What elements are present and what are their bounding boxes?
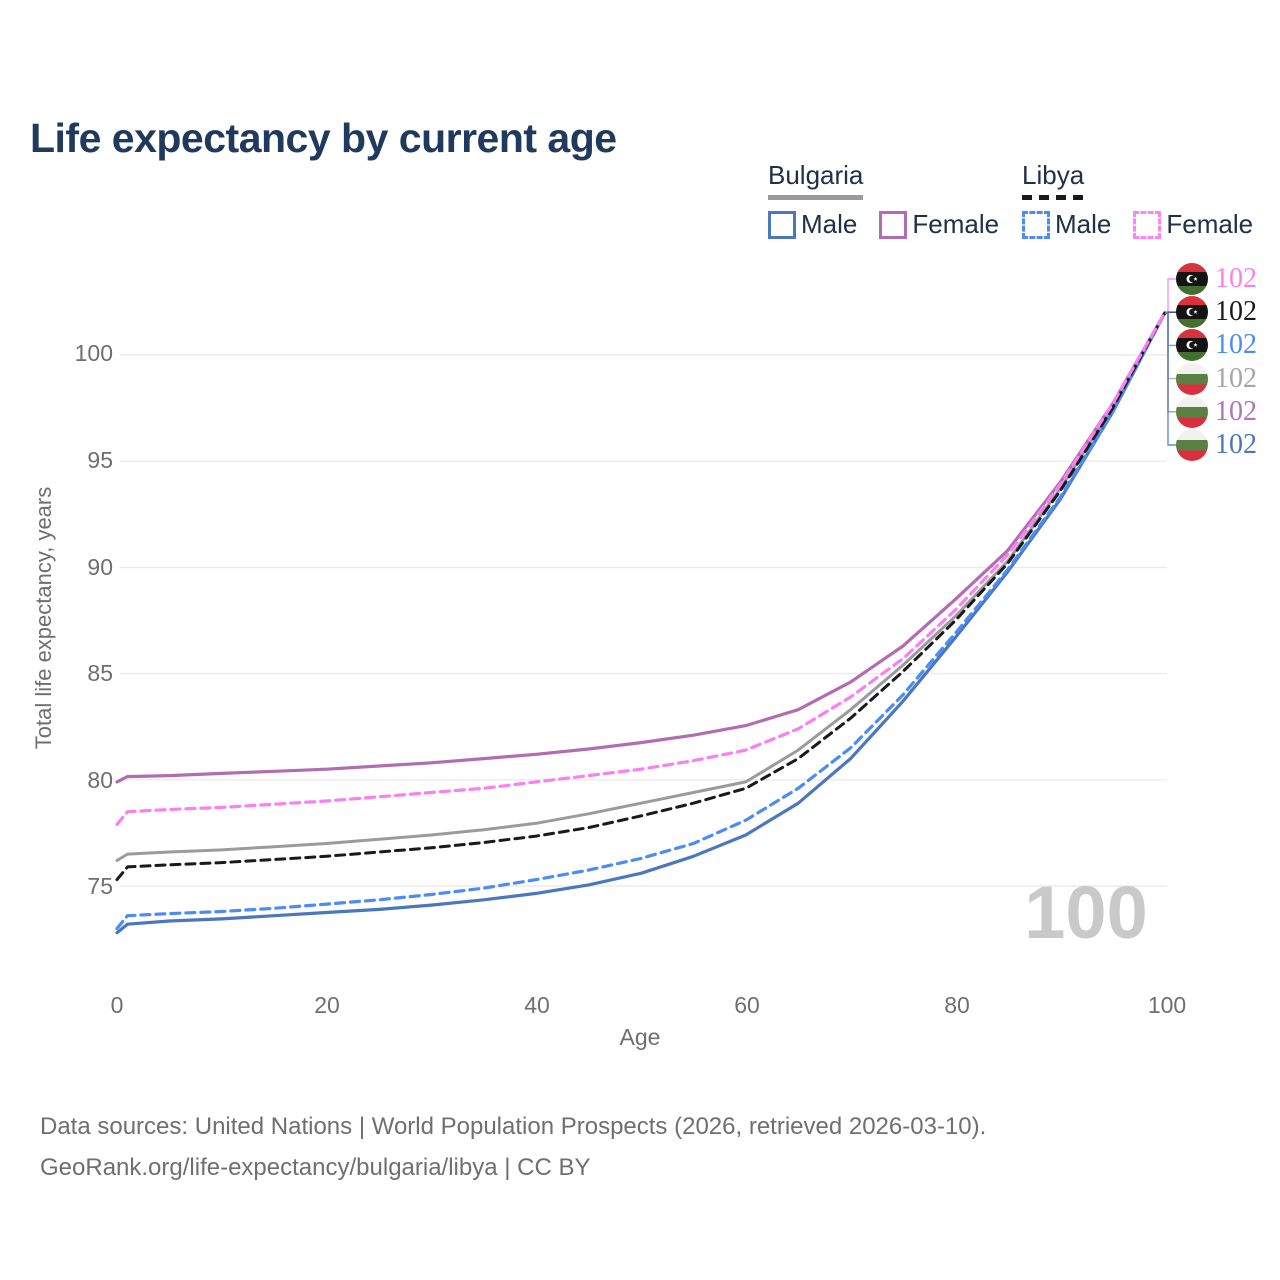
libya-flag-icon xyxy=(1176,329,1208,361)
y-tick: 75 xyxy=(87,873,113,899)
libya-line-key xyxy=(1022,195,1084,200)
y-tick: 100 xyxy=(74,340,113,366)
x-tick: 60 xyxy=(734,992,760,1018)
libya-flag-icon xyxy=(1176,263,1208,295)
legend-label: Female xyxy=(1166,209,1254,239)
end-label-row: 102 xyxy=(1176,263,1257,295)
x-tick: 40 xyxy=(524,992,550,1018)
legend-item-libya-male[interactable]: Male xyxy=(1022,209,1111,240)
legend-item-bulgaria-male[interactable]: Male xyxy=(768,209,857,240)
legend-label: Female xyxy=(912,209,1000,239)
data-source-footer: Data sources: United Nations | World Pop… xyxy=(40,1106,986,1188)
y-tick: 85 xyxy=(87,660,113,686)
end-value: 102 xyxy=(1215,263,1257,294)
libya-female-swatch-icon xyxy=(1133,210,1162,239)
legend-label: Male xyxy=(1055,209,1112,239)
end-label-row: 102 xyxy=(1176,363,1257,395)
legend-country-bulgaria[interactable]: Bulgaria xyxy=(768,160,864,190)
legend-country-libya[interactable]: Libya xyxy=(1022,160,1085,190)
libya-flag-icon xyxy=(1176,296,1208,328)
end-value: 102 xyxy=(1215,296,1257,327)
y-tick: 90 xyxy=(87,554,113,580)
legend-group-libya: Libya Male Female xyxy=(1022,160,1253,240)
end-value: 102 xyxy=(1215,329,1257,360)
end-value: 102 xyxy=(1215,429,1257,460)
bulgaria-flag-icon xyxy=(1176,429,1208,461)
bulgaria-flag-icon xyxy=(1176,396,1208,428)
x-tick: 20 xyxy=(314,992,340,1018)
bulgaria-female-swatch-icon xyxy=(879,210,908,239)
end-label-row: 102 xyxy=(1176,296,1257,328)
x-axis-title: Age xyxy=(619,1024,661,1050)
footer-line-2: GeoRank.org/life-expectancy/bulgaria/lib… xyxy=(40,1154,591,1181)
page-title: Life expectancy by current age xyxy=(30,115,617,162)
legend-group-bulgaria: Bulgaria Male Female xyxy=(768,160,999,240)
x-tick: 80 xyxy=(944,992,970,1018)
end-label-row: 102 xyxy=(1176,396,1257,428)
bulgaria-flag-icon xyxy=(1176,363,1208,395)
footer-line-1: Data sources: United Nations | World Pop… xyxy=(40,1113,987,1140)
libya-male-swatch-icon xyxy=(1022,210,1050,239)
legend-item-libya-female[interactable]: Female xyxy=(1133,209,1253,240)
end-label-row: 102 xyxy=(1176,329,1257,361)
x-tick: 100 xyxy=(1147,992,1187,1018)
bulgaria-male-swatch-icon xyxy=(768,210,796,239)
legend-item-bulgaria-female[interactable]: Female xyxy=(879,209,999,240)
bulgaria-line-key xyxy=(768,195,863,200)
y-tick: 95 xyxy=(87,447,113,473)
age-watermark: 100 xyxy=(1024,871,1148,954)
end-value: 102 xyxy=(1215,363,1257,394)
end-value: 102 xyxy=(1215,396,1257,427)
y-axis-title: Total life expectancy, years xyxy=(31,486,56,750)
end-label-row: 102 xyxy=(1176,429,1257,461)
y-tick: 80 xyxy=(87,767,113,793)
legend-label: Male xyxy=(801,209,858,239)
x-tick: 0 xyxy=(110,992,124,1018)
